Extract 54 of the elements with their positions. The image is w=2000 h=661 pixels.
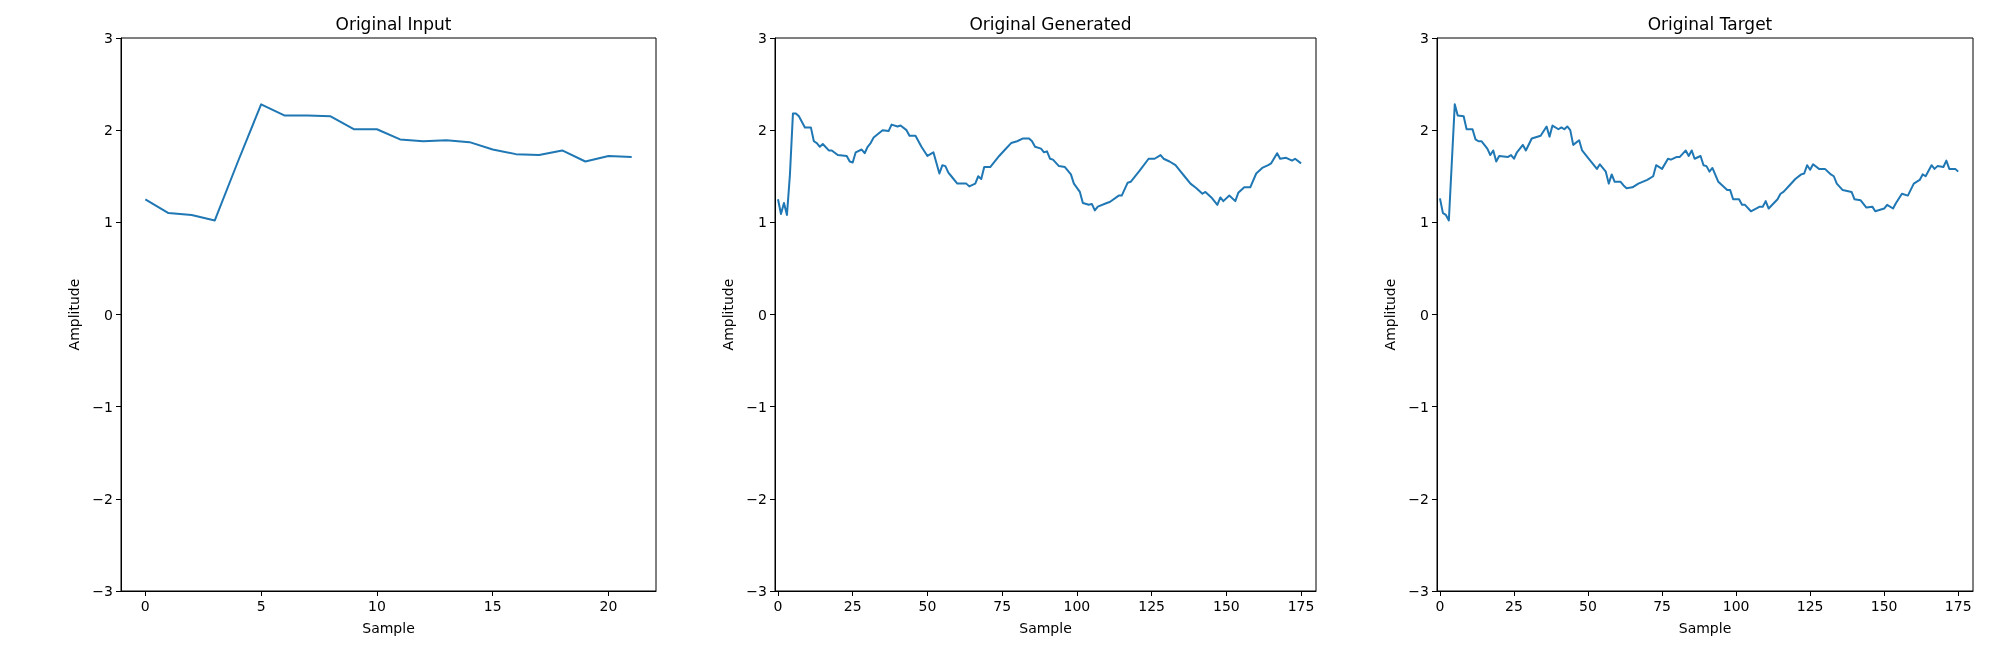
- y-axis-title: Amplitude: [720, 278, 736, 351]
- x-tick-label: 15: [483, 598, 502, 614]
- x-tick-label: 100: [1722, 598, 1750, 614]
- x-tick-label: 125: [1796, 598, 1824, 614]
- y-tick-label: 1: [758, 214, 767, 231]
- x-tick-label: 20: [599, 598, 618, 614]
- x-tick-label: 0: [1435, 598, 1445, 614]
- y-tick-label: 2: [1420, 122, 1429, 139]
- y-tick-label: 2: [104, 122, 113, 139]
- y-tick-label: 0: [1420, 306, 1429, 323]
- y-tick-label: 0: [104, 306, 113, 323]
- y-tick-label: −2: [92, 490, 113, 507]
- x-tick-label: 0: [773, 598, 783, 614]
- x-tick-label: 50: [918, 598, 937, 614]
- x-tick-label: 10: [368, 598, 386, 614]
- x-tick-label: 175: [1287, 598, 1315, 614]
- y-axis-title: Amplitude: [1382, 278, 1398, 351]
- y-tick-label: −2: [746, 490, 767, 507]
- y-tick-label: −3: [746, 583, 767, 599]
- y-tick-label: −3: [1408, 583, 1429, 599]
- chart-title: Original Target: [1647, 13, 1773, 34]
- y-tick-label: 3: [758, 30, 767, 46]
- y-tick-label: −1: [746, 398, 767, 415]
- x-tick-label: 5: [256, 598, 266, 614]
- y-tick-label: −1: [1408, 398, 1429, 415]
- x-tick-label: 75: [1653, 598, 1671, 614]
- x-tick-label: 125: [1138, 598, 1165, 614]
- y-axis-title: Amplitude: [66, 278, 82, 351]
- y-tick-label: 0: [758, 306, 767, 323]
- y-tick-label: −2: [1408, 490, 1429, 507]
- y-tick-label: 1: [1420, 214, 1429, 231]
- x-axis-title: Sample: [1019, 620, 1072, 636]
- x-tick-label: 150: [1212, 598, 1240, 614]
- x-tick-label: 175: [1944, 598, 1972, 614]
- x-tick-label: 50: [1579, 598, 1597, 614]
- chart-title: Original Generated: [969, 13, 1132, 34]
- x-axis-title: Sample: [362, 620, 415, 636]
- x-tick-label: 100: [1063, 598, 1091, 614]
- x-tick-label: 0: [140, 598, 150, 614]
- line-series: [144, 103, 633, 222]
- x-tick-label: 25: [843, 598, 862, 614]
- x-tick-label: 25: [1505, 598, 1523, 614]
- line-series: [776, 112, 1303, 216]
- y-tick-label: 2: [758, 122, 767, 139]
- y-tick-label: −1: [92, 398, 113, 415]
- y-tick-label: 1: [104, 214, 113, 231]
- y-tick-label: 3: [104, 30, 113, 46]
- line-series: [1438, 103, 1960, 222]
- y-tick-label: 3: [1420, 30, 1429, 46]
- x-tick-label: 75: [993, 598, 1012, 614]
- x-tick-label: 150: [1870, 598, 1898, 614]
- x-axis-title: Sample: [1678, 620, 1732, 636]
- chart-title: Original Input: [335, 13, 452, 34]
- y-tick-label: −3: [92, 583, 113, 599]
